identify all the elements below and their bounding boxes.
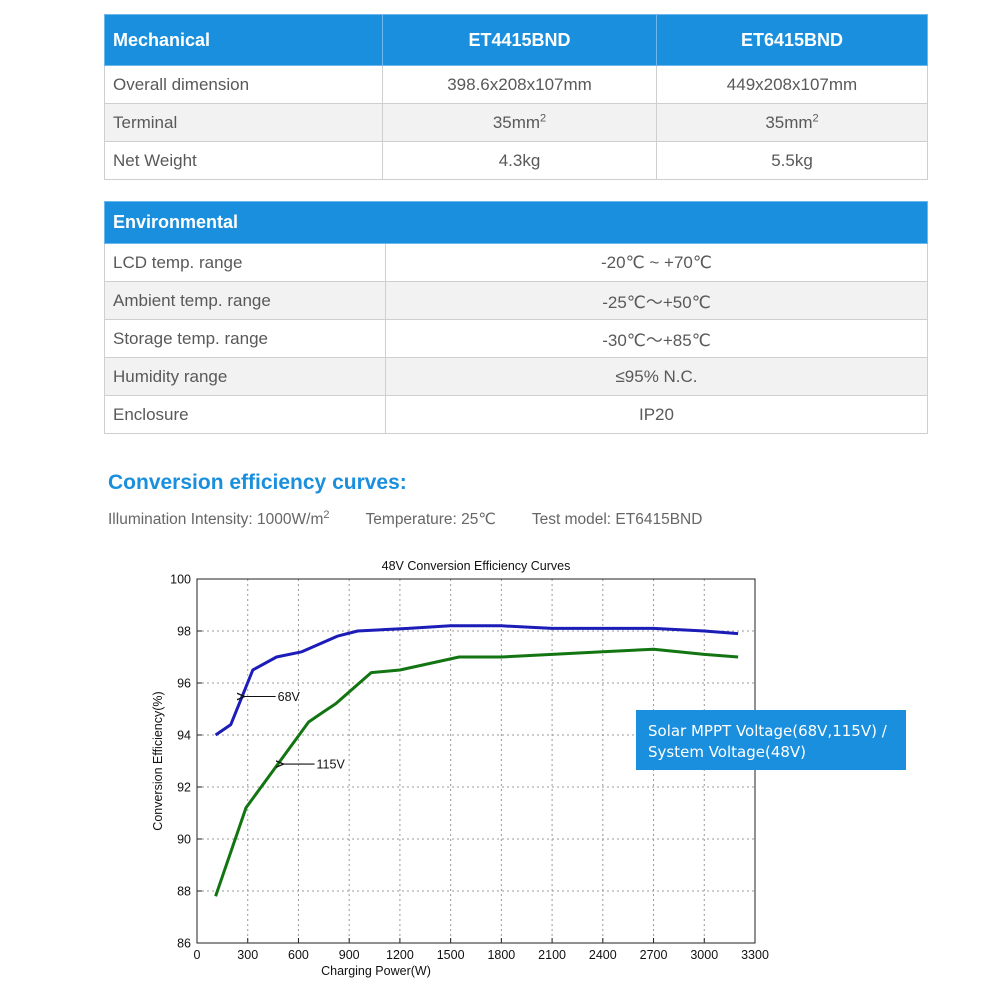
environmental-table: Environmental LCD temp. range -20℃ ~ +70… [104,201,928,434]
annotation-label: 115V [317,758,346,772]
x-tick-label: 1200 [386,948,414,962]
row-value: 398.6x208x107mm [382,65,657,104]
legend-line-1: Solar MPPT Voltage(68V,115V) / [648,722,887,740]
legend-box: Solar MPPT Voltage(68V,115V) / System Vo… [636,710,906,770]
superscript: 2 [323,508,330,521]
x-tick-label: 3000 [690,948,718,962]
row-value: 35mm2 [656,103,928,142]
y-tick-label: 98 [177,625,191,639]
environmental-header: Environmental [104,201,928,244]
value-text: 35mm [492,112,541,132]
row-label: Ambient temp. range [104,281,386,320]
table-row: Ambient temp. range -25℃～+50℃ [104,281,928,320]
y-axis-label: Conversion Efficiency(%) [151,691,165,830]
row-value: -20℃ ~ +70℃ [385,243,928,282]
table-row: Humidity range ≤95% N.C. [104,357,928,396]
row-label: LCD temp. range [104,243,386,282]
illumination-value: Illumination Intensity: 1000W/m [108,511,324,528]
y-tick-label: 94 [177,729,191,743]
row-label: Storage temp. range [104,319,386,358]
row-value: 5.5kg [656,141,928,180]
legend-line-2: System Voltage(48V) [648,743,807,761]
model-a-header: ET4415BND [382,14,657,66]
superscript: 2 [540,111,547,124]
x-tick-label: 1500 [437,948,465,962]
table-row: Net Weight 4.3kg 5.5kg [104,141,928,180]
y-tick-label: 92 [177,781,191,795]
value-text: 35mm [765,112,813,132]
y-tick-label: 88 [177,885,191,899]
row-value: -30℃～+85℃ [385,319,928,358]
table-row: LCD temp. range -20℃ ~ +70℃ [104,243,928,282]
table-row: Terminal 35mm2 35mm2 [104,103,928,142]
row-label: Net Weight [104,141,383,180]
x-axis-label: Charging Power(W) [321,964,431,978]
row-label: Overall dimension [104,65,383,104]
series-line-1 [214,624,739,737]
section-title: Conversion efficiency curves: [108,471,407,494]
table-row: Enclosure IP20 [104,395,928,434]
test-model-text: Test model: ET6415BND [531,511,703,528]
row-value: ≤95% N.C. [385,357,928,396]
row-value: IP20 [385,395,928,434]
y-tick-label: 90 [177,833,191,847]
x-tick-label: 2700 [640,948,668,962]
x-tick-label: 300 [237,948,258,962]
row-value: 449x208x107mm [656,65,928,104]
table-row: Overall dimension 398.6x208x107mm 449x20… [104,65,928,104]
chart-title: 48V Conversion Efficiency Curves [382,559,571,573]
model-b-header: ET6415BND [656,14,928,66]
row-label: Enclosure [104,395,386,434]
x-tick-label: 600 [288,948,309,962]
x-tick-label: 1800 [487,948,515,962]
illumination-text: Illumination Intensity: 1000W/m2 [108,508,330,528]
x-tick-label: 0 [194,948,201,962]
y-tick-label: 96 [177,677,191,691]
mechanical-header: Mechanical [104,14,383,66]
efficiency-chart: 0 300 600 900 1200 1500 1800 2100 2400 2700 3000 33… [0,550,1000,993]
row-label: Terminal [104,103,383,142]
x-tick-label: 2400 [589,948,617,962]
series-line-2 [214,647,739,897]
chart-svg: 0 300 600 900 1200 1500 1800 2100 2400 2700 3000 33… [151,559,769,978]
mechanical-header-row: Mechanical ET4415BND ET6415BND [104,14,928,66]
x-tick-label: 900 [339,948,360,962]
y-tick-label: 100 [170,573,191,587]
environmental-header-row: Environmental [104,201,928,244]
temperature-text: Temperature: 25℃ [365,511,496,528]
row-value: 4.3kg [382,141,657,180]
x-tick-label: 3300 [741,948,769,962]
y-tick-label: 86 [177,937,191,951]
table-row: Storage temp. range -30℃～+85℃ [104,319,928,358]
row-label: Humidity range [104,357,386,396]
row-value: 35mm2 [382,103,657,142]
row-value: -25℃～+50℃ [385,281,928,320]
x-tick-label: 2100 [538,948,566,962]
test-conditions: Illumination Intensity: 1000W/m2 Tempera… [108,508,734,529]
superscript: 2 [812,111,819,124]
mechanical-table: Mechanical ET4415BND ET6415BND Overall d… [104,14,928,180]
annotation-label: 68V [278,690,301,704]
